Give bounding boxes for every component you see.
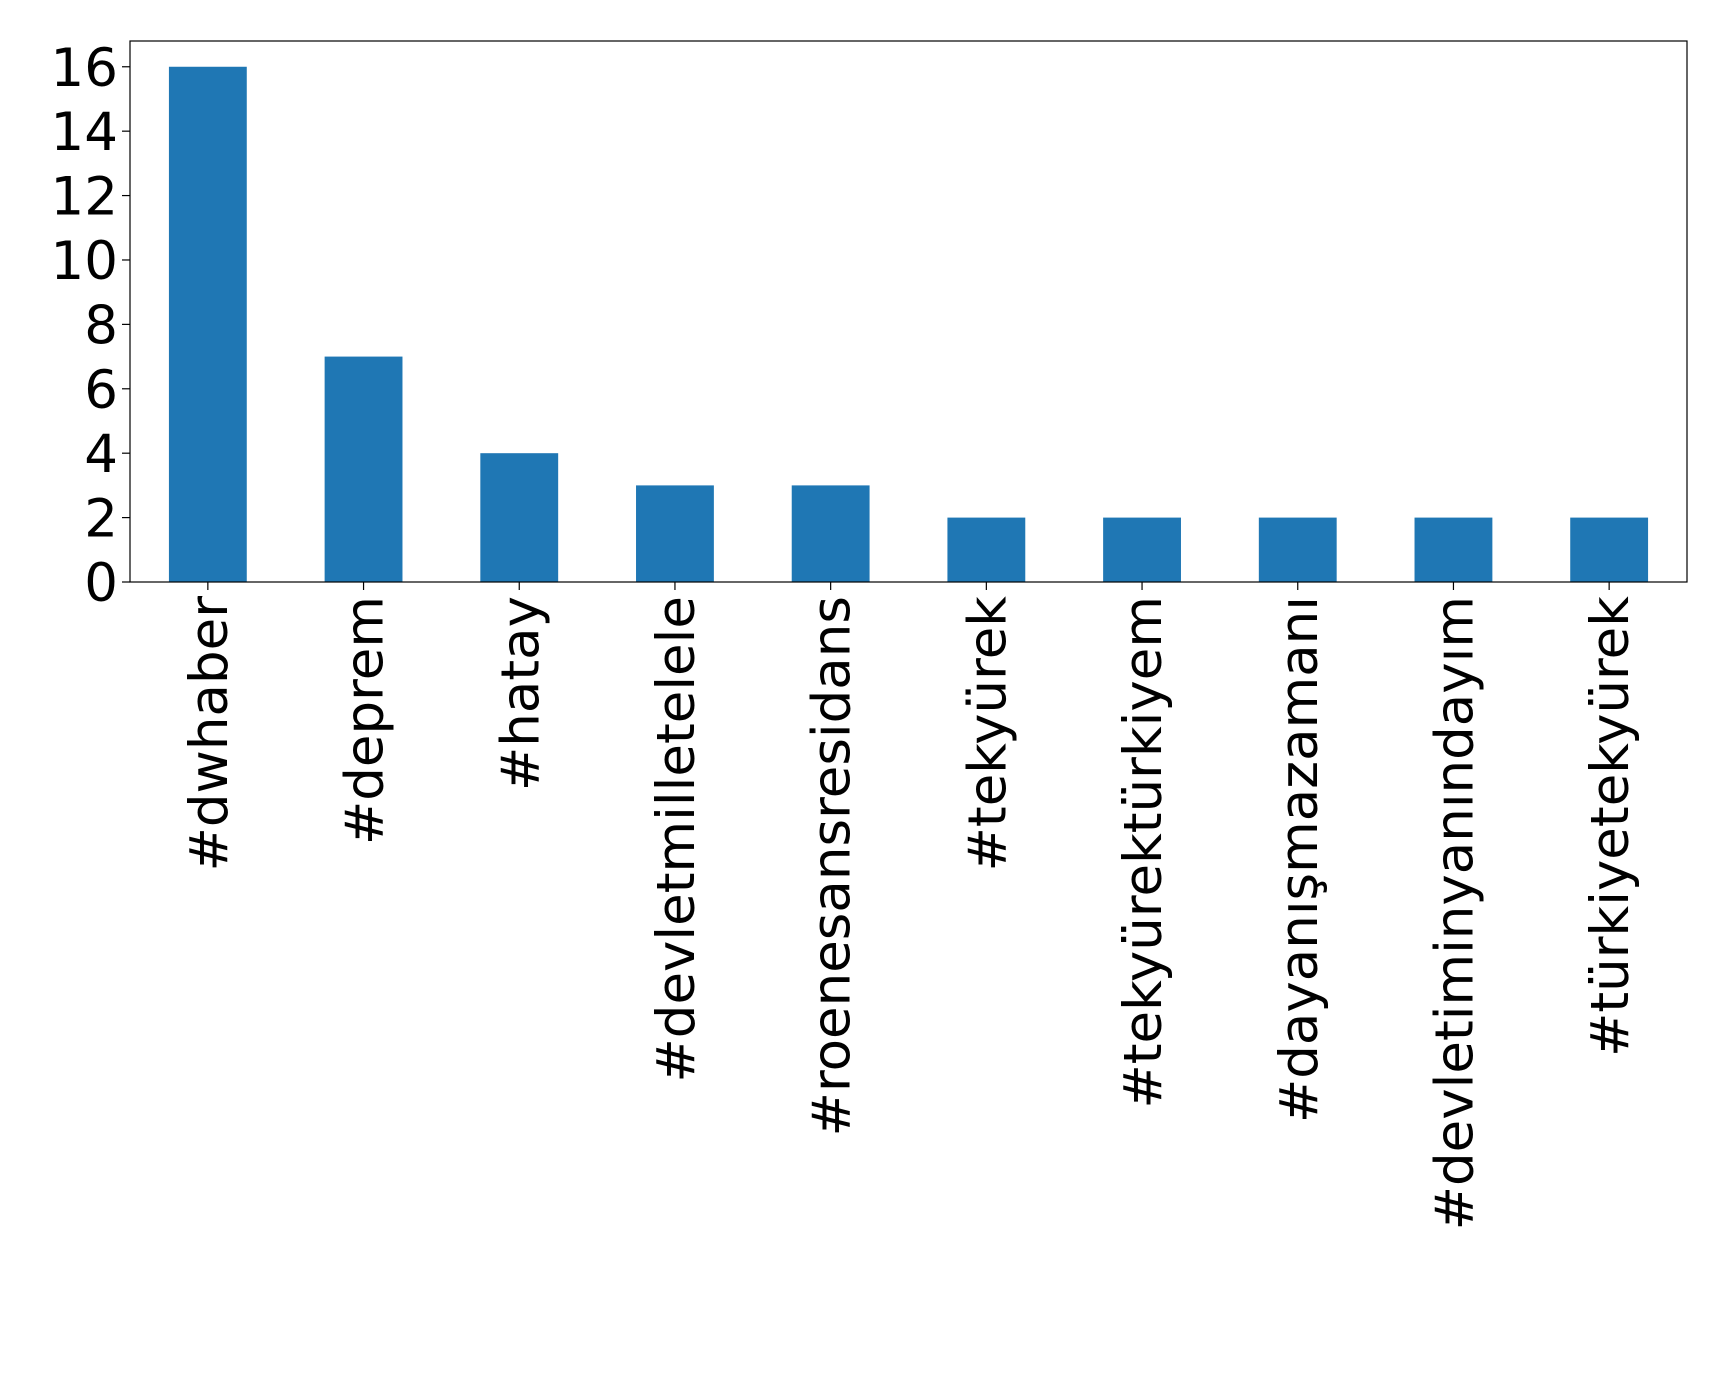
bar: [1258, 517, 1337, 582]
y-tick-label: 14: [51, 102, 118, 163]
y-tick-label: 8: [84, 295, 118, 356]
y-tick-label: 10: [51, 231, 118, 292]
x-tick-label: #roenesansresidans: [802, 596, 863, 1136]
y-tick-label: 16: [51, 38, 118, 99]
x-tick-label: #dayanışmazamanı: [1269, 596, 1330, 1123]
bar: [947, 517, 1026, 582]
bar: [791, 485, 870, 582]
y-tick-label: 6: [84, 360, 118, 421]
x-tick-label: #tekyürektürkiyem: [1113, 596, 1174, 1109]
bar: [168, 66, 247, 582]
bar: [636, 485, 714, 582]
x-tick-label: #hatay: [490, 596, 551, 791]
x-tick-label: #devletmilletelele: [646, 596, 707, 1083]
bar: [1103, 517, 1181, 582]
bar: [1414, 517, 1493, 582]
x-tick-label: #türkiyetekyürek: [1580, 596, 1641, 1057]
y-tick-label: 4: [84, 424, 118, 485]
plot-frame: [129, 40, 1688, 583]
y-tick-label: 12: [51, 167, 118, 228]
y-tick-label: 2: [84, 489, 118, 550]
x-tick-label: #dwhaber: [179, 596, 240, 872]
bar: [480, 453, 559, 582]
bar: [324, 356, 403, 582]
y-tick-label: 0: [84, 553, 118, 614]
bar: [1570, 517, 1649, 582]
x-tick-label: #tekyürek: [957, 596, 1018, 872]
x-tick-label: #devletiminyanındayım: [1424, 596, 1485, 1230]
x-tick-label: #deprem: [335, 596, 396, 845]
